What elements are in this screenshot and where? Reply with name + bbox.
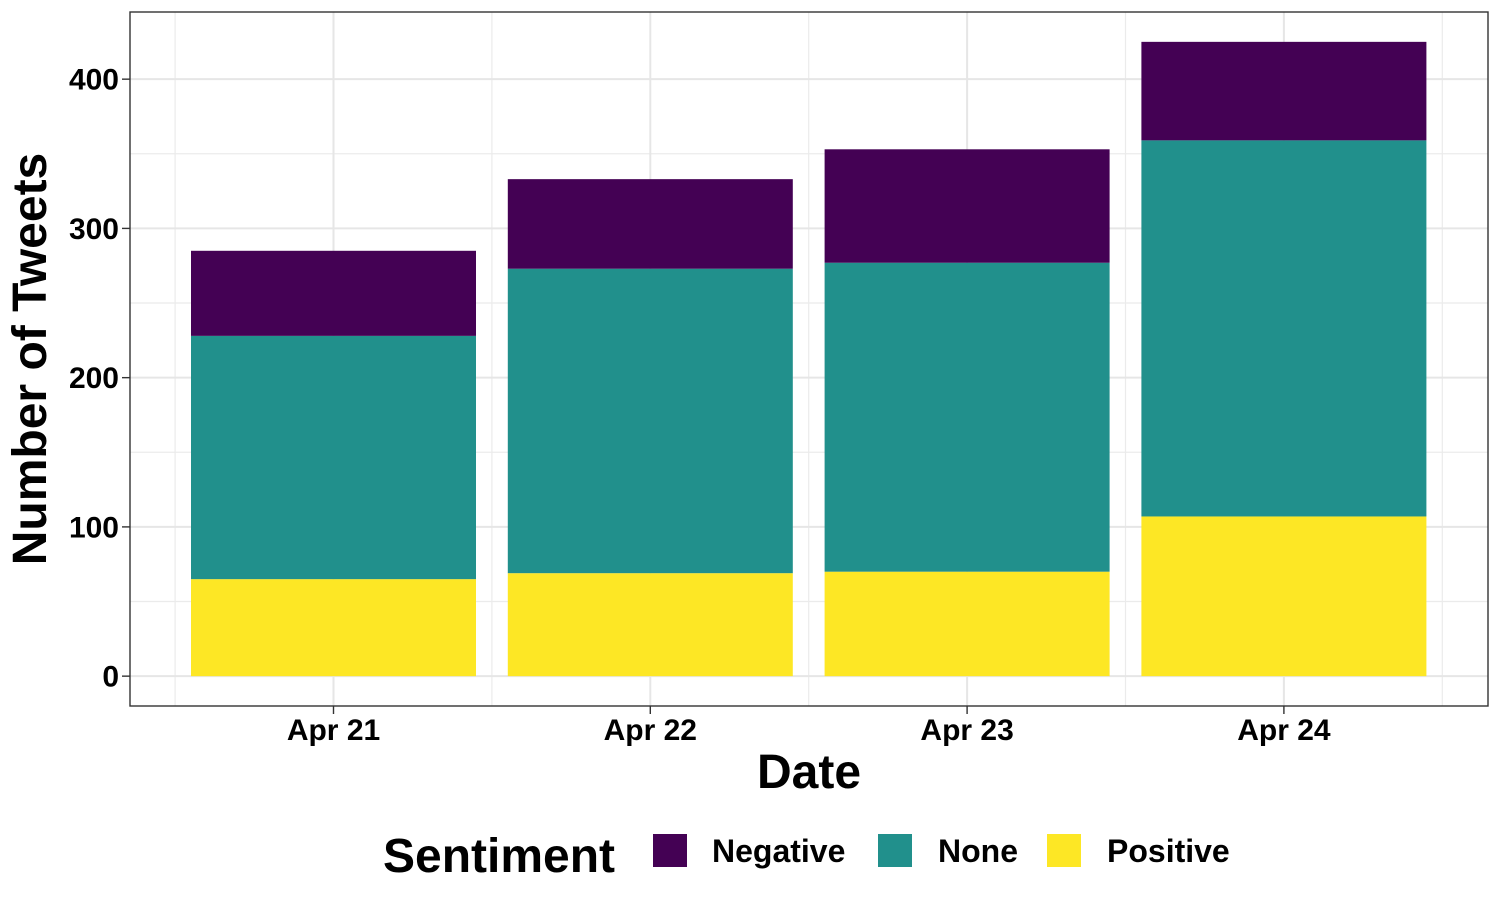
legend-label-negative: Negative: [712, 833, 845, 869]
legend-key-none: [878, 834, 912, 867]
bar-negative-apr-23: [824, 149, 1110, 263]
plot-panel-border: [129, 11, 1489, 707]
y-tick-label: 0: [102, 661, 119, 694]
bar-negative-apr-21: [191, 250, 476, 336]
y-tick-label: 200: [69, 362, 119, 395]
x-tick-label: Apr 24: [1237, 714, 1331, 747]
legend-label-positive: Positive: [1107, 833, 1230, 869]
bar-positive-apr-21: [191, 579, 476, 677]
bar-positive-apr-23: [824, 571, 1110, 677]
legend: Sentiment Negative None Positive: [383, 830, 1230, 883]
y-tick-label: 100: [69, 511, 119, 544]
bars-layer: [191, 41, 1427, 677]
x-axis-title: Date: [757, 746, 861, 799]
y-axis-title: Number of Tweets: [4, 153, 57, 566]
legend-title: Sentiment: [383, 830, 615, 883]
bar-none-apr-21: [191, 335, 476, 580]
bar-positive-apr-24: [1141, 516, 1427, 677]
bar-none-apr-24: [1141, 140, 1427, 517]
y-tick-label: 300: [69, 213, 119, 246]
bar-negative-apr-24: [1141, 41, 1427, 141]
bar-negative-apr-22: [507, 179, 793, 269]
legend-key-negative: [653, 834, 687, 867]
legend-key-positive: [1047, 834, 1081, 867]
x-tick-label: Apr 23: [920, 714, 1013, 747]
y-axis: 0 100 200 300 400: [69, 64, 130, 694]
x-tick-label: Apr 22: [604, 714, 697, 747]
bar-none-apr-23: [824, 262, 1110, 572]
bar-none-apr-22: [507, 268, 793, 574]
x-tick-label: Apr 21: [287, 714, 380, 747]
x-axis: Apr 21 Apr 22 Apr 23 Apr 24: [287, 706, 1331, 747]
y-tick-label: 400: [69, 64, 119, 97]
bar-positive-apr-22: [507, 573, 793, 677]
legend-label-none: None: [938, 833, 1018, 869]
